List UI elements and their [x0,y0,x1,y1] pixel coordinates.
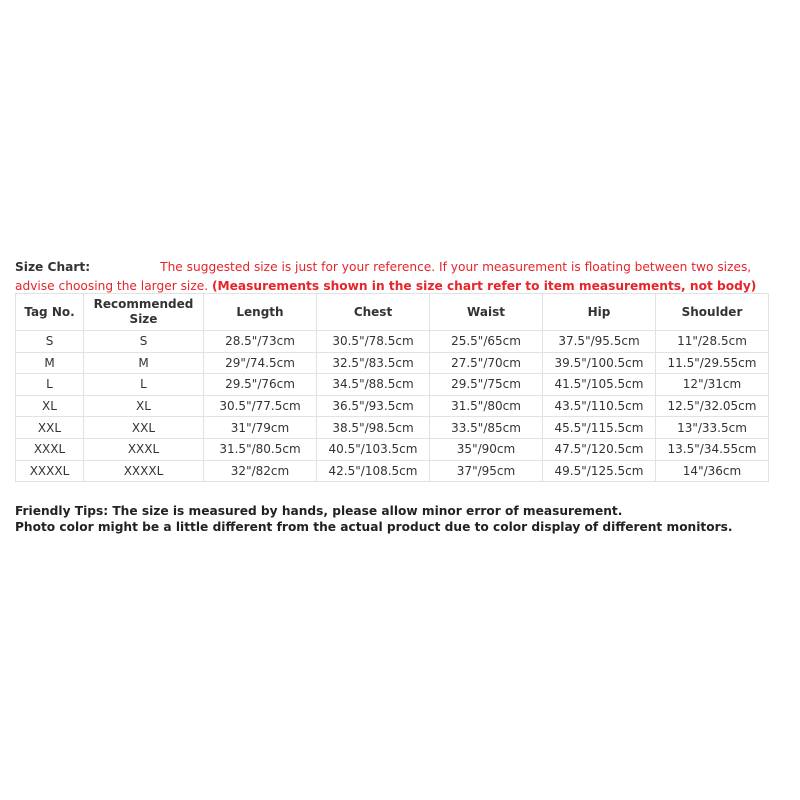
table-cell: 12"/31cm [655,373,769,396]
table-cell: 36.5"/93.5cm [316,394,430,418]
table-cell: 45.5"/115.5cm [542,416,656,439]
table-cell: 37.5"/95.5cm [542,330,656,353]
table-cell: 29.5"/76cm [203,373,317,396]
table-row: L L 29.5"/76cm 34.5"/88.5cm 29.5"/75cm 41.5"/… [15,373,769,396]
table-cell: 31.5"/80cm [429,394,543,418]
table-row: XXXL XXXL 31.5"/80.5cm 40.5"/103.5cm 35"/90c… [15,437,769,461]
table-cell: 38.5"/98.5cm [316,416,430,439]
friendly-tips: Friendly Tips: The size is measured by h… [15,503,733,535]
table-cell: XL [83,394,204,418]
table-row: XXXXL XXXXL 32"/82cm 42.5"/108.5cm 37"/95cm 4… [15,459,769,483]
table-cell: XXXL [15,437,84,461]
table-cell: 32"/82cm [203,459,317,483]
table-cell: 13"/33.5cm [655,416,769,439]
tips-line-2: Photo color might be a little different … [15,520,733,534]
column-header: Waist [429,293,543,331]
table-cell: 47.5"/120.5cm [542,437,656,461]
table-cell: XXXL [83,437,204,461]
table-cell: 43.5"/110.5cm [542,394,656,418]
table-cell: M [15,351,84,375]
table-cell: S [15,330,84,353]
table-cell: 13.5"/34.55cm [655,437,769,461]
table-cell: 32.5"/83.5cm [316,351,430,375]
table-cell: 40.5"/103.5cm [316,437,430,461]
column-header: Tag No. [15,293,84,331]
table-cell: XXXXL [15,459,84,483]
table-cell: 30.5"/78.5cm [316,330,430,353]
size-note: The suggested size is just for your refe… [15,260,752,293]
table-row: M M 29"/74.5cm 32.5"/83.5cm 27.5"/70cm 39.5"/… [15,351,769,375]
table-cell: 34.5"/88.5cm [316,373,430,396]
table-cell: 42.5"/108.5cm [316,459,430,483]
table-cell: 14"/36cm [655,459,769,483]
table-cell: M [83,351,204,375]
table-header-row: Tag No. Recommended Size Length Chest Waist H… [15,293,769,331]
size-chart-table: Tag No. Recommended Size Length Chest Waist H… [15,293,769,483]
column-header: Chest [316,293,430,331]
table-cell: 11"/28.5cm [655,330,769,353]
table-cell: 28.5"/73cm [203,330,317,353]
column-header: Length [203,293,317,331]
table-cell: XXL [15,416,84,439]
table-cell: 31"/79cm [203,416,317,439]
table-cell: 12.5"/32.05cm [655,394,769,418]
table-cell: 37"/95cm [429,459,543,483]
table-cell: 49.5"/125.5cm [542,459,656,483]
table-row: XL XL 30.5"/77.5cm 36.5"/93.5cm 31.5"/80cm 43… [15,394,769,418]
size-chart-intro: Size Chart: The suggested size is just fo… [15,258,775,296]
size-chart-label: Size Chart: [15,260,91,274]
column-header: Recommended Size [83,293,204,331]
column-header: Hip [542,293,656,331]
table-cell: 31.5"/80.5cm [203,437,317,461]
table-cell: 25.5"/65cm [429,330,543,353]
table-cell: 39.5"/100.5cm [542,351,656,375]
table-cell: 33.5"/85cm [429,416,543,439]
table-cell: 30.5"/77.5cm [203,394,317,418]
table-cell: 29.5"/75cm [429,373,543,396]
table-cell: L [15,373,84,396]
table-cell: 11.5"/29.55cm [655,351,769,375]
table-cell: L [83,373,204,396]
table-cell: XXL [83,416,204,439]
size-note-bold: (Measurements shown in the size chart re… [211,279,757,293]
tips-line-1: Friendly Tips: The size is measured by h… [15,504,623,518]
table-row: S S 28.5"/73cm 30.5"/78.5cm 25.5"/65cm 37.5"/… [15,330,769,353]
column-header: Shoulder [655,293,769,331]
table-row: XXL XXL 31"/79cm 38.5"/98.5cm 33.5"/85cm 45.5… [15,416,769,439]
table-cell: S [83,330,204,353]
table-cell: XL [15,394,84,418]
table-cell: 35"/90cm [429,437,543,461]
table-cell: 29"/74.5cm [203,351,317,375]
table-cell: 41.5"/105.5cm [542,373,656,396]
table-cell: 27.5"/70cm [429,351,543,375]
table-cell: XXXXL [83,459,204,483]
